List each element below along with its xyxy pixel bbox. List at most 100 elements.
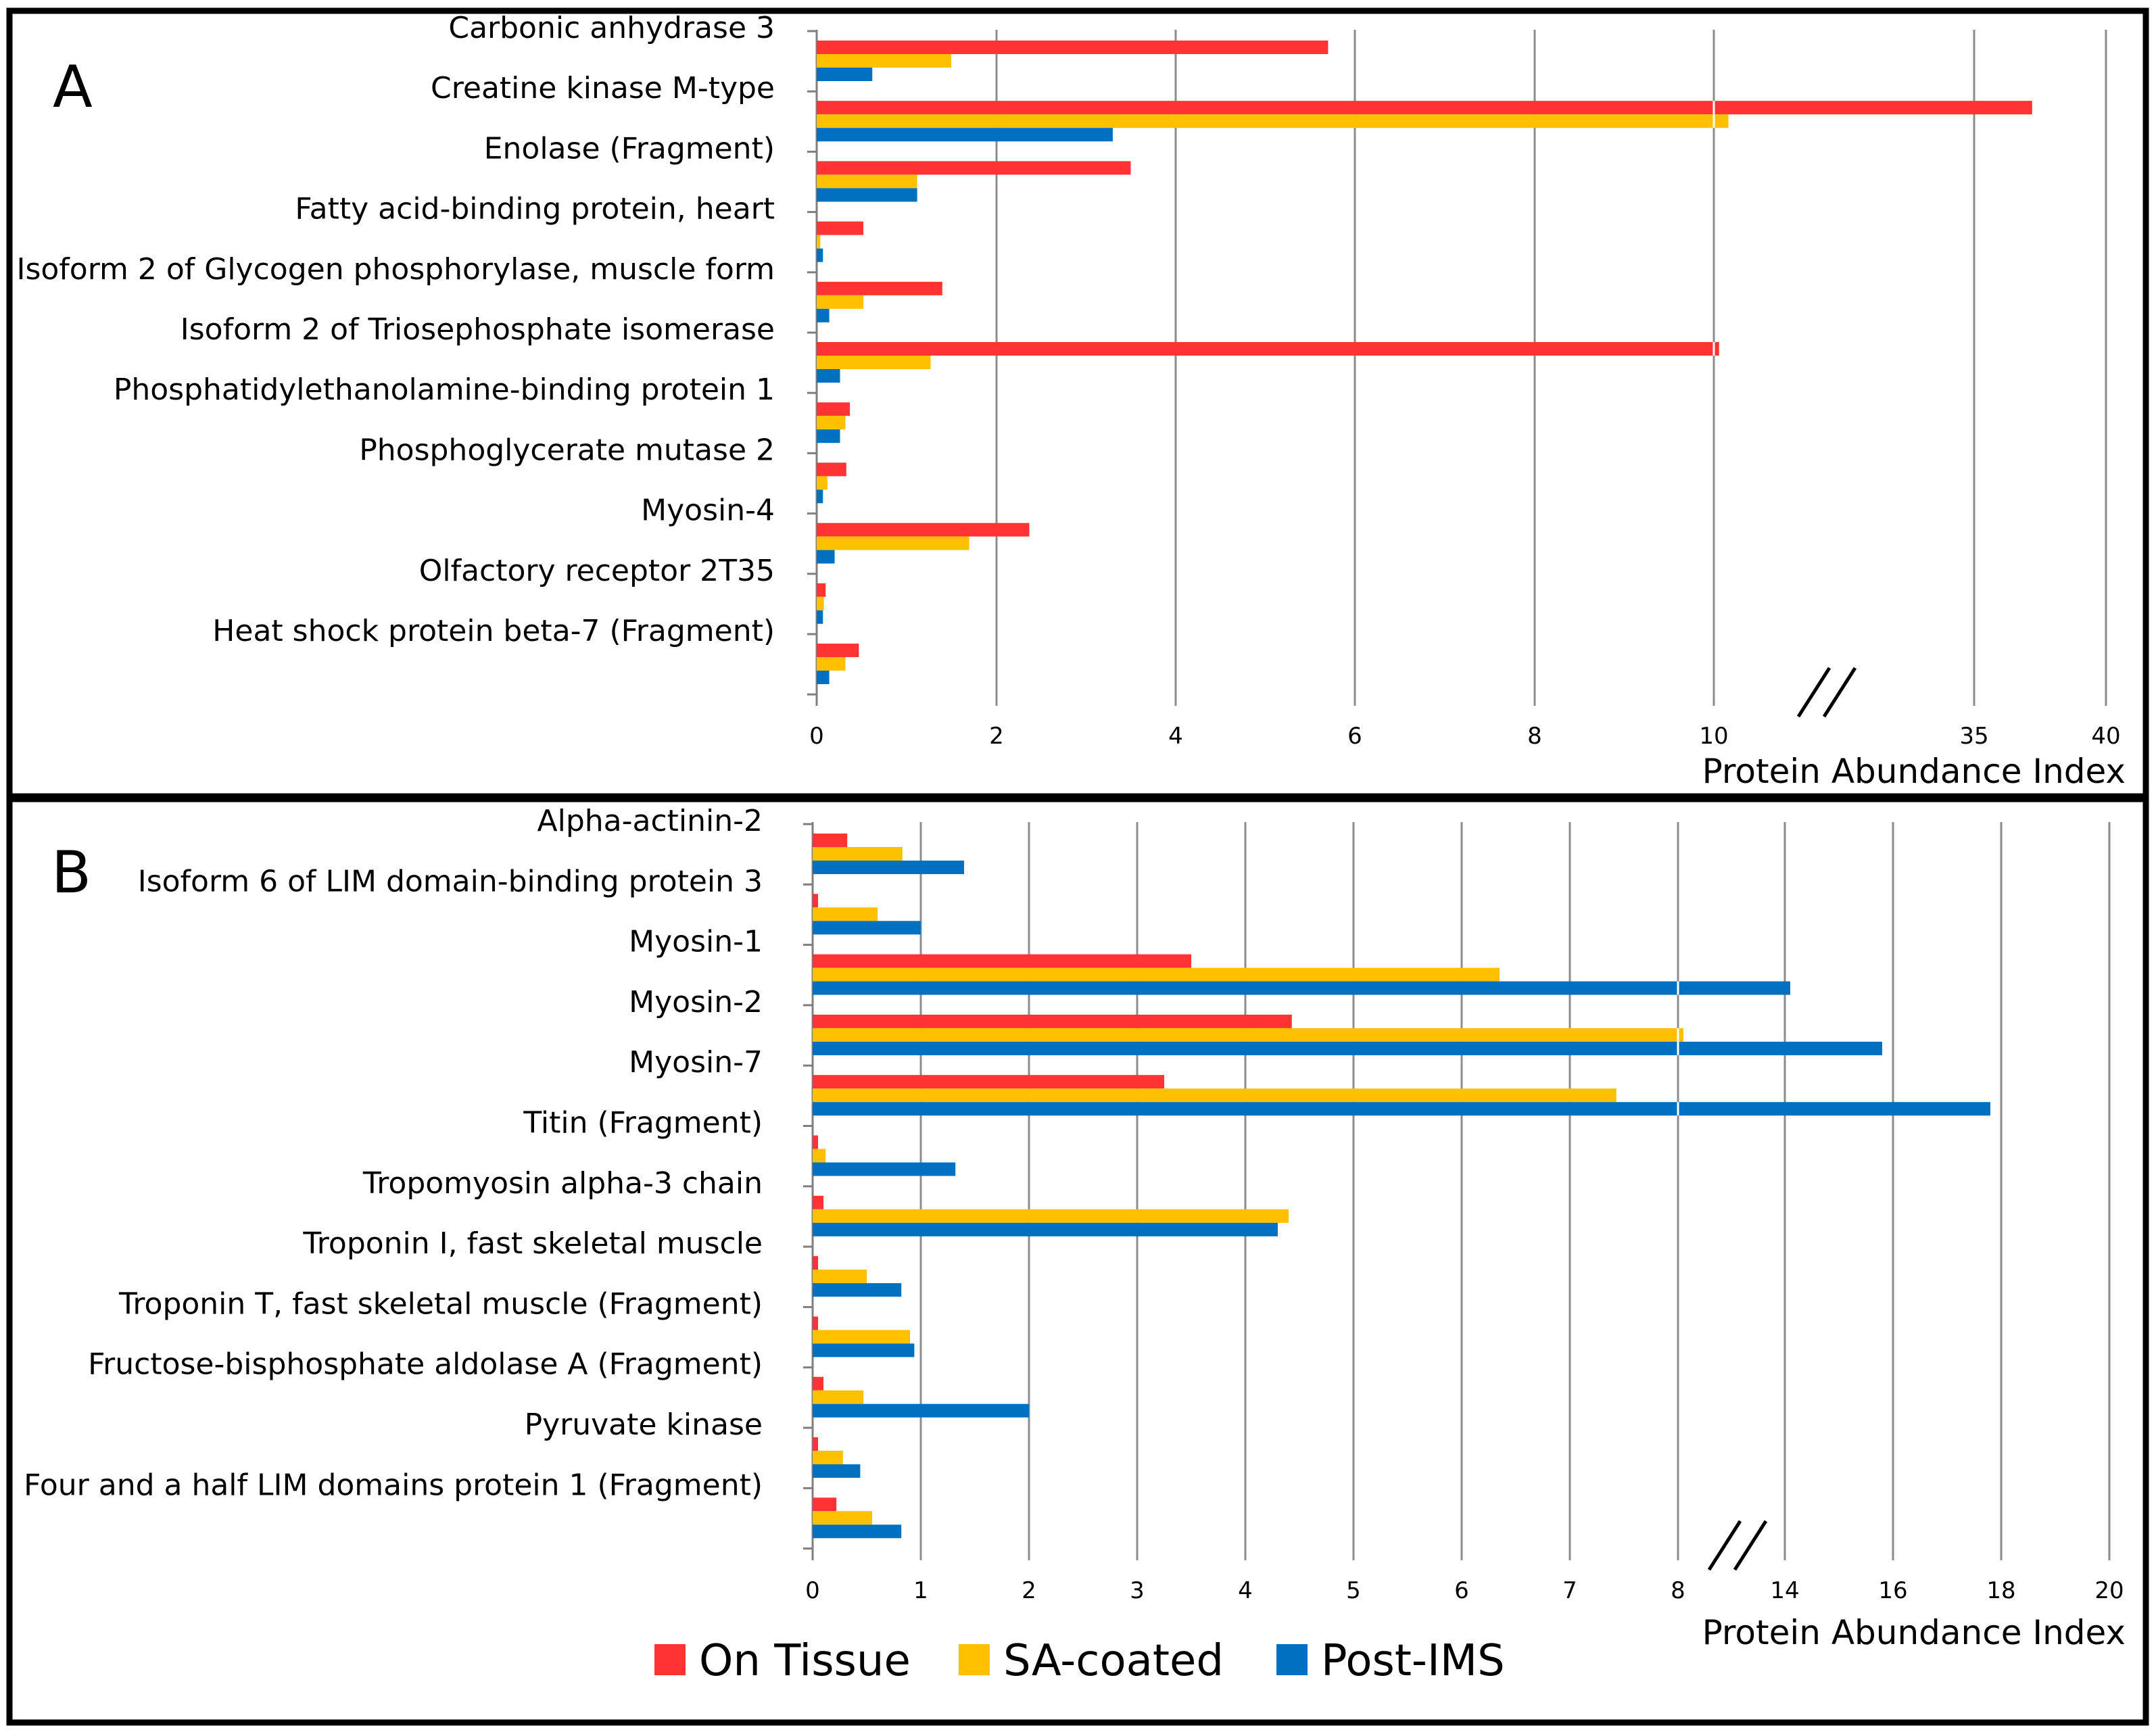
bar-sa-coated-tropomyosin-alpha-3-chain bbox=[813, 1209, 1289, 1223]
bar-on-tissue-phosphatidylethanolamine-binding-protein-1 bbox=[817, 402, 851, 416]
bar-post-ims-myosin-1 bbox=[813, 981, 1790, 995]
category-label-isoform-6-of-lim-domain-binding-protein-3: Isoform 6 of LIM domain-binding protein … bbox=[138, 864, 763, 898]
x-tick-label: 6 bbox=[1347, 723, 1362, 750]
category-label-enolase-fragment: Enolase (Fragment) bbox=[484, 131, 775, 166]
bar-post-ims-troponin-i-fast-skeletal-muscle bbox=[813, 1283, 902, 1297]
x-tick-label: 4 bbox=[1168, 723, 1183, 750]
bar-sa-coated-myosin-1 bbox=[813, 967, 1500, 982]
bar-post-ims-tropomyosin-alpha-3-chain bbox=[813, 1222, 1278, 1236]
bar-on-tissue-troponin-i-fast-skeletal-muscle bbox=[813, 1256, 818, 1270]
x-tick-label: 10 bbox=[1699, 723, 1728, 750]
x-tick-label: 6 bbox=[1454, 1577, 1469, 1604]
category-label-fructose-bisphosphate-aldolase-a-fragment: Fructose-bisphosphate aldolase A (Fragme… bbox=[88, 1347, 763, 1382]
legend: On Tissue SA-coated Post-IMS bbox=[654, 1636, 1505, 1686]
bar-sa-coated-four-and-a-half-lim-domains-protein-1-fragment bbox=[813, 1511, 872, 1525]
bar-on-tissue-isoform-6-of-lim-domain-binding-protein-3 bbox=[813, 894, 818, 908]
panel-b-frame bbox=[6, 796, 2149, 1726]
bar-post-ims-alpha-actinin-2 bbox=[813, 861, 964, 874]
bar-sa-coated-phosphoglycerate-mutase-2 bbox=[817, 476, 828, 490]
legend-label-post-ims: Post-IMS bbox=[1321, 1636, 1505, 1686]
category-label-myosin-7: Myosin-7 bbox=[629, 1045, 763, 1080]
bar-on-tissue-heat-shock-protein-beta-7-fragment bbox=[817, 644, 859, 657]
bar-sa-coated-isoform-6-of-lim-domain-binding-protein-3 bbox=[813, 907, 878, 921]
bar-post-ims-isoform-2-of-triosephosphate-isomerase bbox=[817, 369, 840, 383]
bar-sa-coated-myosin-2 bbox=[813, 1028, 1683, 1042]
bar-on-tissue-phosphoglycerate-mutase-2 bbox=[817, 462, 846, 477]
bar-on-tissue-myosin-2 bbox=[813, 1014, 1292, 1028]
bar-on-tissue-fructose-bisphosphate-aldolase-a-fragment bbox=[813, 1376, 823, 1391]
bar-sa-coated-isoform-2-of-triosephosphate-isomerase bbox=[817, 356, 931, 369]
panel-b-gridlines: 0 1 2 3 4 5 6 7 8 14 16 18 20 bbox=[803, 822, 2124, 1604]
legend-swatch-sa-coated bbox=[959, 1644, 990, 1675]
bar-sa-coated-fatty-acid-binding-protein-heart bbox=[817, 235, 821, 249]
bar-on-tissue-alpha-actinin-2 bbox=[813, 834, 848, 847]
category-label-fatty-acid-binding-protein-heart: Fatty acid-binding protein, heart bbox=[295, 192, 775, 226]
bar-post-ims-troponin-t-fast-skeletal-muscle-fragment bbox=[813, 1343, 915, 1357]
bar-on-tissue-enolase-fragment bbox=[817, 161, 1131, 175]
bar-post-ims-myosin-2 bbox=[813, 1041, 1882, 1055]
bar-on-tissue-olfactory-receptor-2t35 bbox=[817, 583, 826, 597]
axis-break-slash bbox=[1733, 1520, 1768, 1571]
bar-sa-coated-alpha-actinin-2 bbox=[813, 847, 903, 861]
bar-on-tissue-carbonic-anhydrase-3 bbox=[817, 41, 1328, 54]
category-label-myosin-4: Myosin-4 bbox=[641, 494, 775, 528]
bar-post-ims-phosphoglycerate-mutase-2 bbox=[817, 489, 823, 504]
category-label-pyruvate-kinase: Pyruvate kinase bbox=[525, 1408, 763, 1442]
x-tick-label: 0 bbox=[805, 1577, 820, 1604]
bar-sa-coated-phosphatidylethanolamine-binding-protein-1 bbox=[817, 416, 846, 430]
legend-swatch-post-ims bbox=[1276, 1644, 1308, 1675]
bar-post-ims-heat-shock-protein-beta-7-fragment bbox=[817, 671, 830, 684]
x-tick-label: 4 bbox=[1238, 1577, 1253, 1604]
category-label-isoform-2-of-glycogen-phosphorylase-muscle-form: Isoform 2 of Glycogen phosphorylase, mus… bbox=[16, 252, 775, 287]
bar-sa-coated-fructose-bisphosphate-aldolase-a-fragment bbox=[813, 1390, 864, 1404]
bar-sa-coated-enolase-fragment bbox=[817, 174, 917, 189]
bar-post-ims-four-and-a-half-lim-domains-protein-1-fragment bbox=[813, 1524, 902, 1539]
bar-on-tissue-fatty-acid-binding-protein-heart bbox=[817, 221, 864, 235]
bar-post-ims-isoform-6-of-lim-domain-binding-protein-3 bbox=[813, 921, 921, 935]
x-tick-label: 2 bbox=[989, 723, 1004, 750]
x-tick-label: 2 bbox=[1022, 1577, 1036, 1604]
x-tick-label: 40 bbox=[2091, 723, 2120, 750]
category-label-phosphatidylethanolamine-binding-protein-1: Phosphatidylethanolamine-binding protein… bbox=[114, 372, 775, 407]
axis-break-slash bbox=[1707, 1520, 1742, 1571]
category-label-olfactory-receptor-2t35: Olfactory receptor 2T35 bbox=[419, 554, 775, 588]
bar-sa-coated-myosin-4 bbox=[817, 536, 969, 550]
bar-on-tissue-myosin-1 bbox=[813, 954, 1191, 968]
x-tick-label: 1 bbox=[913, 1577, 928, 1604]
category-label-troponin-i-fast-skeletal-muscle: Troponin I, fast skeletal muscle bbox=[302, 1226, 763, 1261]
bar-post-ims-pyruvate-kinase bbox=[813, 1464, 861, 1478]
x-tick-label: 8 bbox=[1671, 1577, 1685, 1604]
bar-on-tissue-pyruvate-kinase bbox=[813, 1437, 818, 1451]
bar-on-tissue-creatine-kinase-m-type bbox=[817, 101, 2032, 115]
legend-label-on-tissue: On Tissue bbox=[699, 1636, 911, 1686]
category-label-isoform-2-of-triosephosphate-isomerase: Isoform 2 of Triosephosphate isomerase bbox=[181, 312, 775, 347]
category-label-myosin-1: Myosin-1 bbox=[629, 925, 763, 959]
legend-label-sa-coated: SA-coated bbox=[1003, 1636, 1224, 1686]
legend-swatch-on-tissue bbox=[654, 1644, 686, 1675]
panel-b-chart: 0 1 2 3 4 5 6 7 8 14 16 18 20 Alpha-actinin-2 Isoform … bbox=[24, 804, 2124, 1604]
panel-a-xlabel: Protein Abundance Index bbox=[1702, 752, 2126, 791]
panel-b-axis-break bbox=[1707, 1520, 1768, 1571]
panel-b-bars bbox=[813, 834, 1990, 1539]
bar-sa-coated-olfactory-receptor-2t35 bbox=[817, 596, 824, 610]
bar-on-tissue-titin-fragment bbox=[813, 1135, 818, 1149]
axis-break-slash bbox=[1796, 667, 1831, 718]
panel-a-letter: A bbox=[53, 53, 93, 121]
bar-on-tissue-troponin-t-fast-skeletal-muscle-fragment bbox=[813, 1316, 818, 1330]
x-tick-label: 18 bbox=[1986, 1577, 2015, 1604]
bar-sa-coated-carbonic-anhydrase-3 bbox=[817, 54, 952, 68]
bar-post-ims-myosin-4 bbox=[817, 550, 835, 564]
panel-b-xlabel: Protein Abundance Index bbox=[1702, 1613, 2126, 1652]
category-label-creatine-kinase-m-type: Creatine kinase M-type bbox=[431, 71, 775, 105]
bar-post-ims-creatine-kinase-m-type bbox=[817, 128, 1113, 142]
bar-post-ims-titin-fragment bbox=[813, 1162, 956, 1176]
panel-a-bars bbox=[817, 41, 2032, 684]
x-tick-label: 3 bbox=[1130, 1577, 1145, 1604]
x-tick-label: 7 bbox=[1562, 1577, 1577, 1604]
bar-on-tissue-isoform-2-of-triosephosphate-isomerase bbox=[817, 342, 1719, 356]
panel-a-axis-break bbox=[1796, 667, 1857, 718]
bar-post-ims-olfactory-receptor-2t35 bbox=[817, 610, 823, 624]
category-label-phosphoglycerate-mutase-2: Phosphoglycerate mutase 2 bbox=[359, 433, 775, 467]
category-label-titin-fragment: Titin (Fragment) bbox=[523, 1106, 763, 1140]
